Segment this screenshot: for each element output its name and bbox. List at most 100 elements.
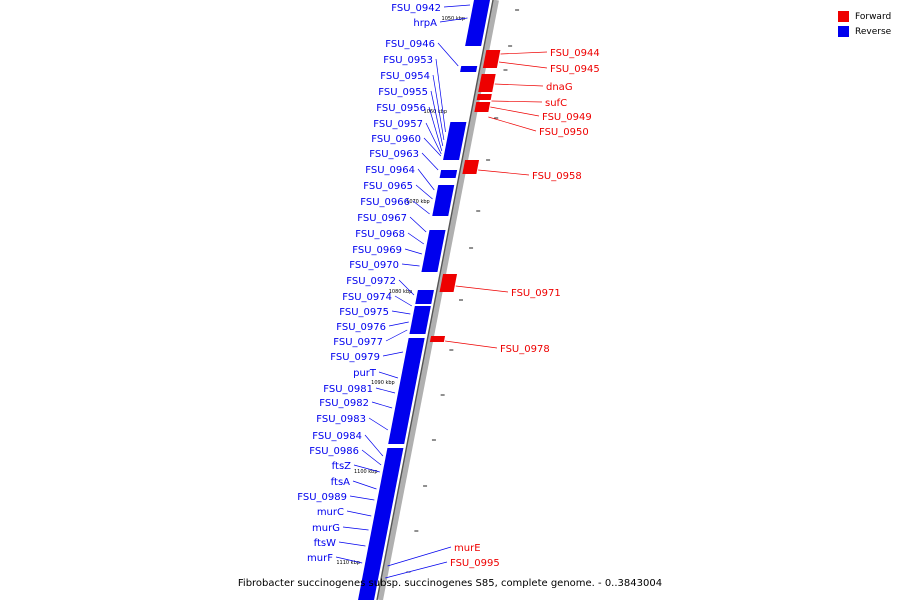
reverse-leader-line xyxy=(338,541,366,547)
reverse-gene-label: FSU_0976 xyxy=(336,322,386,333)
reverse-gene-label: hrpA xyxy=(413,18,437,29)
legend: Forward Reverse xyxy=(838,9,891,39)
reverse-leader-line xyxy=(352,480,377,490)
forward-leader-line xyxy=(498,61,548,69)
reverse-gene-label: murG xyxy=(312,523,340,534)
reverse-gene-label: FSU_0986 xyxy=(309,446,359,457)
legend-item-reverse: Reverse xyxy=(838,24,891,39)
reverse-gene-label: FSU_0969 xyxy=(352,245,402,256)
reverse-leader-line xyxy=(375,387,396,394)
reverse-gene-label: FSU_0966 xyxy=(360,197,410,208)
reverse-gene-label: FSU_0963 xyxy=(369,149,419,160)
reverse-leader-line xyxy=(432,74,445,141)
reverse-leader-line xyxy=(394,295,413,307)
reverse-leader-line xyxy=(391,310,411,315)
reverse-gene-block xyxy=(439,170,458,178)
reverse-leader-line xyxy=(368,417,389,431)
forward-leader-line xyxy=(500,51,548,55)
reverse-gene-label: purT xyxy=(353,368,377,379)
reverse-leader-line xyxy=(382,351,404,357)
legend-label-reverse: Reverse xyxy=(855,26,892,37)
forward-gene-label: FSU_0995 xyxy=(450,558,500,569)
reverse-gene-label: FSU_0974 xyxy=(342,292,392,303)
forward-gene-block xyxy=(429,336,446,342)
reverse-gene-block xyxy=(432,185,455,216)
reverse-gene-label: FSU_0946 xyxy=(385,39,435,50)
reverse-gene-block xyxy=(443,122,467,160)
reverse-gene-block xyxy=(421,230,446,272)
reverse-leader-line xyxy=(425,122,442,155)
reverse-gene-label: FSU_0964 xyxy=(365,165,415,176)
reverse-leader-line xyxy=(409,216,427,233)
forward-gene-block xyxy=(462,160,480,174)
forward-gene-block xyxy=(482,50,501,68)
forward-leader-line xyxy=(445,340,498,349)
reverse-leader-line xyxy=(401,263,420,267)
reverse-leader-line xyxy=(398,279,415,296)
reverse-leader-line xyxy=(417,168,435,191)
reverse-leader-line xyxy=(346,510,372,517)
reverse-leader-line xyxy=(335,556,363,564)
reverse-gene-label: ftsA xyxy=(331,477,350,488)
reverse-gene-block xyxy=(388,338,425,444)
reverse-leader-line xyxy=(435,58,446,133)
reverse-gene-label: FSU_0953 xyxy=(383,55,433,66)
reverse-leader-line xyxy=(423,137,442,157)
reverse-leader-line xyxy=(443,4,471,8)
reverse-leader-line xyxy=(371,401,393,409)
reverse-gene-label: FSU_0984 xyxy=(312,431,362,442)
legend-item-forward: Forward xyxy=(838,9,891,24)
reverse-gene-label: FSU_0972 xyxy=(346,276,396,287)
reverse-leader-line xyxy=(378,371,399,379)
reverse-leader-line xyxy=(412,200,430,215)
forward-swatch xyxy=(838,11,849,22)
forward-gene-label: murE xyxy=(454,543,481,554)
reverse-gene-label: FSU_0989 xyxy=(297,492,347,503)
reverse-leader-line xyxy=(364,434,384,457)
scale-label: 1110 kbp xyxy=(336,560,360,566)
reverse-gene-label: FSU_0975 xyxy=(339,307,389,318)
forward-leader-line xyxy=(490,106,540,117)
reverse-gene-block xyxy=(460,66,478,72)
reverse-gene-label: FSU_0957 xyxy=(373,119,423,130)
reverse-leader-line xyxy=(404,248,423,255)
forward-leader-line xyxy=(491,100,543,103)
reverse-gene-label: FSU_0970 xyxy=(349,260,399,271)
reverse-leader-line xyxy=(353,464,380,473)
genome-caption: Fibrobacter succinogenes subsp. succinog… xyxy=(237,578,663,589)
forward-leader-line xyxy=(387,546,452,567)
reverse-gene-block xyxy=(415,290,434,304)
forward-leader-line xyxy=(478,169,530,176)
reverse-leader-line xyxy=(421,152,439,171)
reverse-leader-line xyxy=(415,184,433,200)
forward-gene-label: FSU_0950 xyxy=(539,127,589,138)
forward-leader-line xyxy=(494,83,544,87)
reverse-gene-label: FSU_0960 xyxy=(371,134,421,145)
forward-gene-label: FSU_0978 xyxy=(500,344,550,355)
reverse-gene-label: FSU_0979 xyxy=(330,352,380,363)
reverse-leader-line xyxy=(349,495,375,501)
reverse-gene-label: FSU_0967 xyxy=(357,213,407,224)
reverse-gene-label: FSU_0983 xyxy=(316,414,366,425)
forward-gene-label: FSU_0949 xyxy=(542,112,592,123)
reverse-swatch xyxy=(838,26,849,37)
reverse-leader-line xyxy=(407,232,425,245)
reverse-gene-label: FSU_0968 xyxy=(355,229,405,240)
forward-gene-label: sufC xyxy=(545,98,567,109)
reverse-gene-label: FSU_0942 xyxy=(391,3,441,14)
reverse-leader-line xyxy=(437,42,459,67)
reverse-gene-label: ftsZ xyxy=(332,461,351,472)
forward-gene-block xyxy=(439,274,458,292)
reverse-gene-label: ftsW xyxy=(314,538,336,549)
reverse-gene-block xyxy=(409,306,431,334)
scale-label: 1080 kbp xyxy=(389,289,413,295)
reverse-gene-label: murF xyxy=(307,553,333,564)
backbone-track xyxy=(377,0,499,600)
scale-label: 1090 kbp xyxy=(371,380,395,386)
scale-label: 1050 kbp xyxy=(442,16,466,22)
reverse-gene-label: FSU_0981 xyxy=(323,384,373,395)
forward-leader-line xyxy=(488,116,537,132)
scale-label: 1070 kbp xyxy=(406,199,430,205)
reverse-gene-label: FSU_0955 xyxy=(378,87,428,98)
